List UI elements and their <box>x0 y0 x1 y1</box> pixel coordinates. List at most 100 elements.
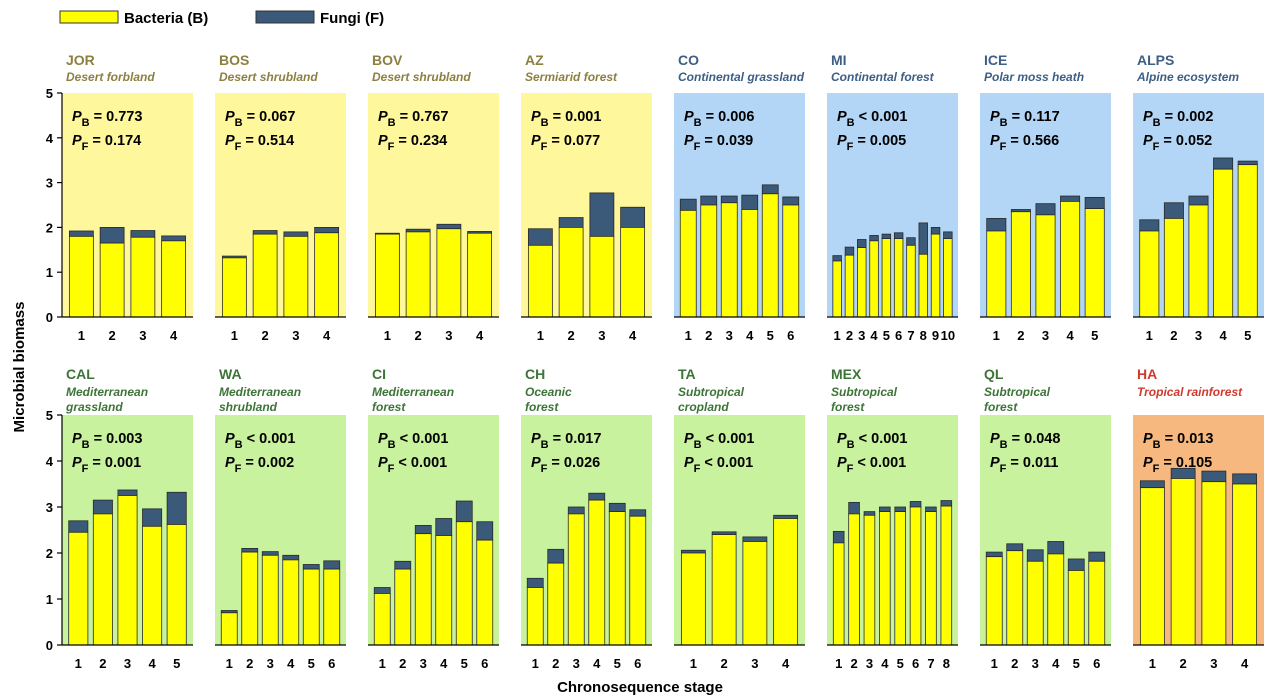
x-tick-label: 3 <box>751 656 758 671</box>
bar-fungi <box>773 514 799 519</box>
x-tick-label: 4 <box>148 656 156 671</box>
bar-bacteria <box>283 235 309 318</box>
bar-fungi <box>1232 473 1258 485</box>
bar-bacteria <box>1060 201 1081 318</box>
p-fungi-label: PF = 0.052 <box>1143 133 1212 153</box>
panel-ecosystem-label: Subtropical <box>984 385 1051 399</box>
x-tick-label: 5 <box>173 656 180 671</box>
bar-bacteria <box>741 209 759 318</box>
bar-bacteria <box>906 244 916 318</box>
y-tick-label: 2 <box>46 220 53 235</box>
bar-bacteria <box>711 534 737 646</box>
x-tick-label: 5 <box>461 656 468 671</box>
bar-fungi <box>943 231 953 240</box>
x-tick-label: 4 <box>629 328 637 343</box>
x-tick-label: 3 <box>124 656 131 671</box>
bar-fungi <box>741 194 759 210</box>
p-bacteria-label: PB = 0.001 <box>531 109 601 129</box>
x-tick-label: 5 <box>897 656 904 671</box>
bar-fungi <box>857 239 867 248</box>
bar-bacteria <box>547 562 565 646</box>
bar-bacteria <box>1067 570 1085 646</box>
bar-bacteria <box>782 204 800 318</box>
x-tick-label: 6 <box>328 656 335 671</box>
bar-bacteria <box>879 511 891 646</box>
bar-bacteria <box>844 254 855 318</box>
bar-bacteria <box>1163 218 1184 318</box>
x-tick-label: 2 <box>552 656 559 671</box>
p-fungi-label: PF = 0.039 <box>684 133 753 153</box>
bar-fungi <box>241 548 259 553</box>
bar-fungi <box>1067 558 1085 571</box>
bar-bacteria <box>720 202 738 318</box>
bar-bacteria <box>467 232 493 318</box>
x-tick-label: 4 <box>287 656 295 671</box>
panel-ecosystem-label: Alpine ecosystem <box>1136 70 1239 84</box>
bar-bacteria <box>1188 204 1209 318</box>
p-bacteria-label: PB < 0.001 <box>837 109 907 129</box>
bar-fungi <box>940 500 953 507</box>
bar-bacteria <box>620 226 646 318</box>
bar-fungi <box>1139 219 1160 232</box>
panel-ecosystem-label: Oceanic <box>525 385 572 399</box>
bar-fungi <box>985 551 1003 558</box>
x-tick-label: 4 <box>440 656 448 671</box>
panel-code: HA <box>1137 366 1157 382</box>
panel-ecosystem-label: Desert forbland <box>66 70 155 84</box>
bar-bacteria <box>314 232 340 318</box>
bar-bacteria <box>761 193 779 318</box>
x-tick-label: 2 <box>246 656 253 671</box>
bar-fungi <box>476 521 494 541</box>
x-tick-label: 4 <box>881 656 889 671</box>
x-tick-label: 5 <box>1073 656 1080 671</box>
panel-ice: ICE Polar moss heath 1 2 3 4 5 PB = 0.117 PF = 0… <box>980 52 1111 343</box>
panel-ecosystem-label: Desert shrubland <box>372 70 471 84</box>
x-tick-label: 5 <box>308 656 315 671</box>
bar-fungi <box>782 196 800 206</box>
bar-fungi <box>567 506 585 515</box>
x-tick-label: 3 <box>1032 656 1039 671</box>
p-bacteria-label: PB < 0.001 <box>225 431 295 451</box>
x-tick-label: 3 <box>292 328 299 343</box>
y-tick-label: 3 <box>46 500 53 515</box>
x-tick-label: 2 <box>721 656 728 671</box>
x-tick-label: 5 <box>1091 328 1098 343</box>
bar-bacteria <box>589 235 615 318</box>
x-tick-label: 2 <box>415 328 422 343</box>
p-bacteria-label: PB = 0.006 <box>684 109 754 129</box>
bar-fungi <box>414 525 432 535</box>
bar-fungi <box>435 518 453 536</box>
panel-az: AZ Sermiarid forest 1 2 3 4 PB = 0.001 PF = 0.0… <box>521 52 652 343</box>
bar-fungi <box>986 218 1007 232</box>
x-tick-label: 1 <box>993 328 1000 343</box>
panel-ecosystem-label: Desert shrubland <box>219 70 318 84</box>
x-tick-label: 3 <box>267 656 274 671</box>
bar-fungi <box>1139 480 1165 489</box>
bar-bacteria <box>742 541 768 646</box>
p-fungi-label: PF = 0.077 <box>531 133 600 153</box>
panel-ecosystem-label: Continental forest <box>831 70 935 84</box>
x-tick-label: 4 <box>323 328 331 343</box>
bar-bacteria <box>161 240 187 318</box>
bar-fungi <box>720 195 738 204</box>
bar-bacteria <box>1047 553 1065 646</box>
bar-fungi <box>1201 470 1227 483</box>
bar-fungi <box>99 226 125 244</box>
bar-bacteria <box>679 209 697 318</box>
bar-fungi <box>161 235 187 242</box>
x-tick-label: 1 <box>835 656 842 671</box>
x-tick-label: 1 <box>78 328 85 343</box>
p-fungi-label: PF = 0.234 <box>378 133 447 153</box>
bar-bacteria <box>261 554 279 646</box>
bar-fungi <box>1237 160 1258 166</box>
panel-code: ALPS <box>1137 52 1174 68</box>
panel-code: MEX <box>831 366 862 382</box>
x-tick-label: 1 <box>75 656 82 671</box>
p-bacteria-label: PB = 0.002 <box>1143 109 1213 129</box>
bar-fungi <box>142 508 163 527</box>
bar-fungi <box>1163 202 1184 219</box>
bar-bacteria <box>918 253 928 318</box>
bar-bacteria <box>848 513 860 646</box>
bar-fungi <box>547 548 565 564</box>
